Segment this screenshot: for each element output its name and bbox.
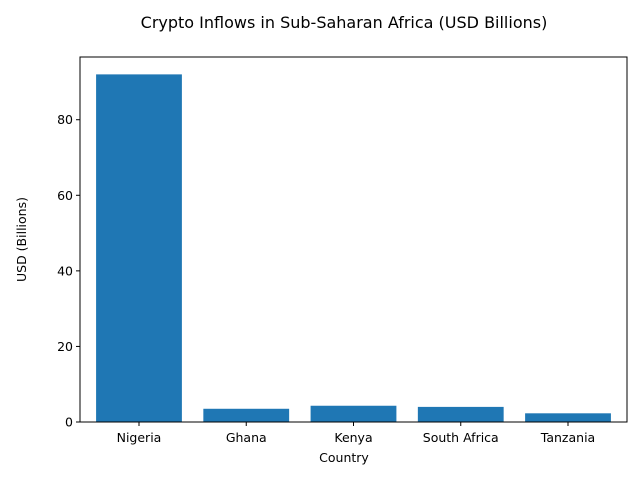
x-axis-label: Country bbox=[319, 450, 369, 465]
bar-south-africa bbox=[417, 406, 504, 422]
y-tick-label: 0 bbox=[65, 415, 73, 430]
y-tick-label: 60 bbox=[57, 188, 73, 203]
y-tick-label: 40 bbox=[57, 263, 73, 278]
y-tick-label: 20 bbox=[57, 339, 73, 354]
x-tick-label: Ghana bbox=[226, 430, 267, 445]
bars-layer bbox=[96, 74, 611, 422]
bar-ghana bbox=[203, 408, 290, 422]
x-tick-label: Nigeria bbox=[117, 430, 162, 445]
x-tick-label: Tanzania bbox=[540, 430, 595, 445]
bar-nigeria bbox=[96, 74, 182, 422]
bar-kenya bbox=[310, 405, 397, 422]
y-tick-label: 80 bbox=[57, 112, 73, 127]
y-axis-label: USD (Billions) bbox=[14, 197, 29, 282]
bar-tanzania bbox=[525, 413, 611, 422]
chart-title: Crypto Inflows in Sub-Saharan Africa (US… bbox=[141, 13, 548, 32]
x-axis-ticks: Nigeria Ghana Kenya South Africa Tanzania bbox=[117, 422, 595, 445]
plot-frame bbox=[79, 56, 628, 423]
x-tick-label: South Africa bbox=[423, 430, 499, 445]
x-tick-label: Kenya bbox=[334, 430, 372, 445]
y-axis-ticks: 0 20 40 60 80 bbox=[57, 112, 80, 430]
